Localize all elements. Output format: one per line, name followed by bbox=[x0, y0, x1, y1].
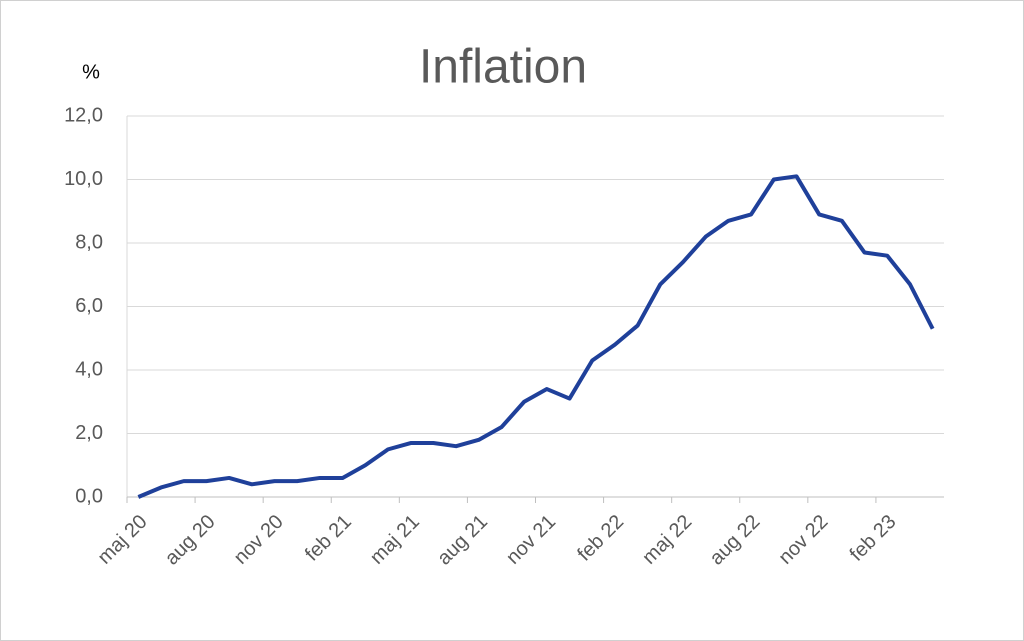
y-tick-label: 8,0 bbox=[75, 231, 103, 253]
y-tick-label: 12,0 bbox=[64, 104, 103, 126]
chart-title: Inflation bbox=[419, 41, 587, 94]
y-axis-label: % bbox=[82, 61, 100, 83]
y-tick-label: 2,0 bbox=[75, 422, 103, 444]
y-tick-label: 6,0 bbox=[75, 295, 103, 317]
y-tick-label: 0,0 bbox=[75, 485, 103, 507]
y-tick-label: 10,0 bbox=[64, 168, 103, 190]
y-tick-label: 4,0 bbox=[75, 358, 103, 380]
line-series bbox=[137, 174, 935, 499]
